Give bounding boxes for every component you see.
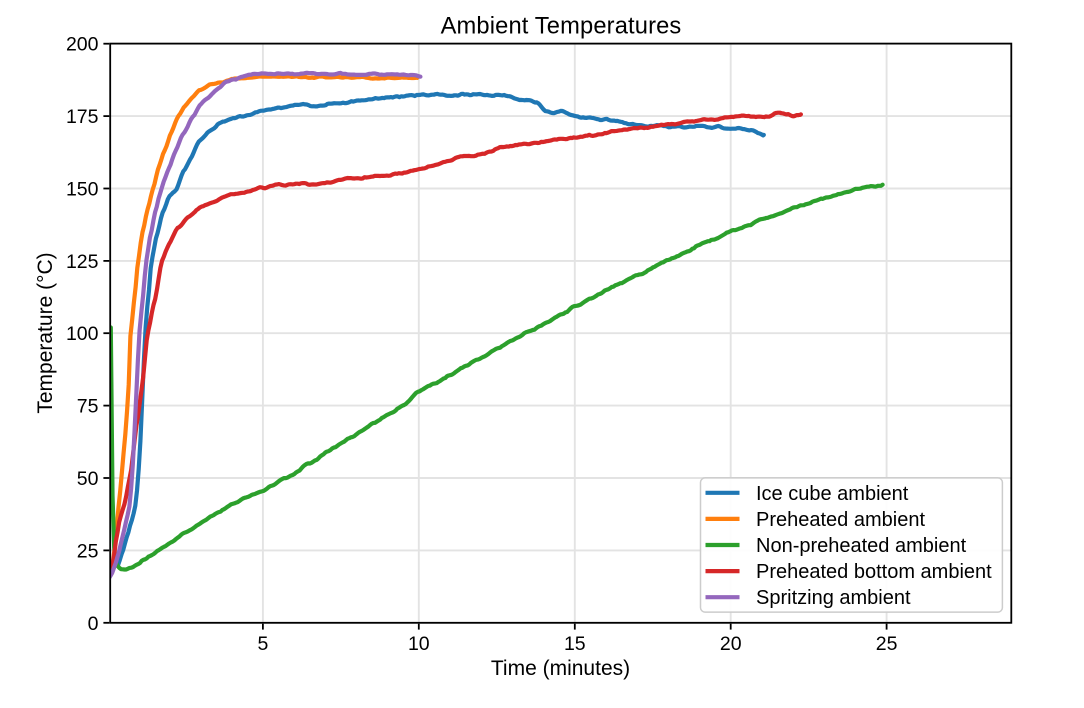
- svg-text:25: 25: [77, 540, 99, 562]
- svg-text:10: 10: [408, 633, 430, 655]
- svg-text:Spritzing ambient: Spritzing ambient: [756, 587, 911, 609]
- svg-text:125: 125: [66, 251, 99, 273]
- svg-text:Preheated ambient: Preheated ambient: [756, 509, 925, 531]
- svg-text:25: 25: [876, 633, 898, 655]
- svg-text:100: 100: [66, 323, 99, 345]
- svg-text:Preheated bottom ambient: Preheated bottom ambient: [756, 561, 992, 583]
- svg-text:175: 175: [66, 106, 99, 128]
- svg-text:75: 75: [77, 396, 99, 418]
- svg-text:Ice cube ambient: Ice cube ambient: [756, 483, 909, 505]
- svg-text:20: 20: [720, 633, 742, 655]
- svg-text:Non-preheated ambient: Non-preheated ambient: [756, 535, 967, 557]
- svg-text:15: 15: [564, 633, 586, 655]
- svg-text:150: 150: [66, 179, 99, 201]
- svg-text:200: 200: [66, 34, 99, 56]
- svg-text:Temperature (°C): Temperature (°C): [34, 252, 57, 413]
- svg-text:Time (minutes): Time (minutes): [491, 657, 630, 680]
- svg-text:0: 0: [88, 613, 99, 635]
- svg-text:5: 5: [257, 633, 268, 655]
- svg-text:Ambient Temperatures: Ambient Temperatures: [441, 13, 682, 39]
- svg-text:50: 50: [77, 468, 99, 490]
